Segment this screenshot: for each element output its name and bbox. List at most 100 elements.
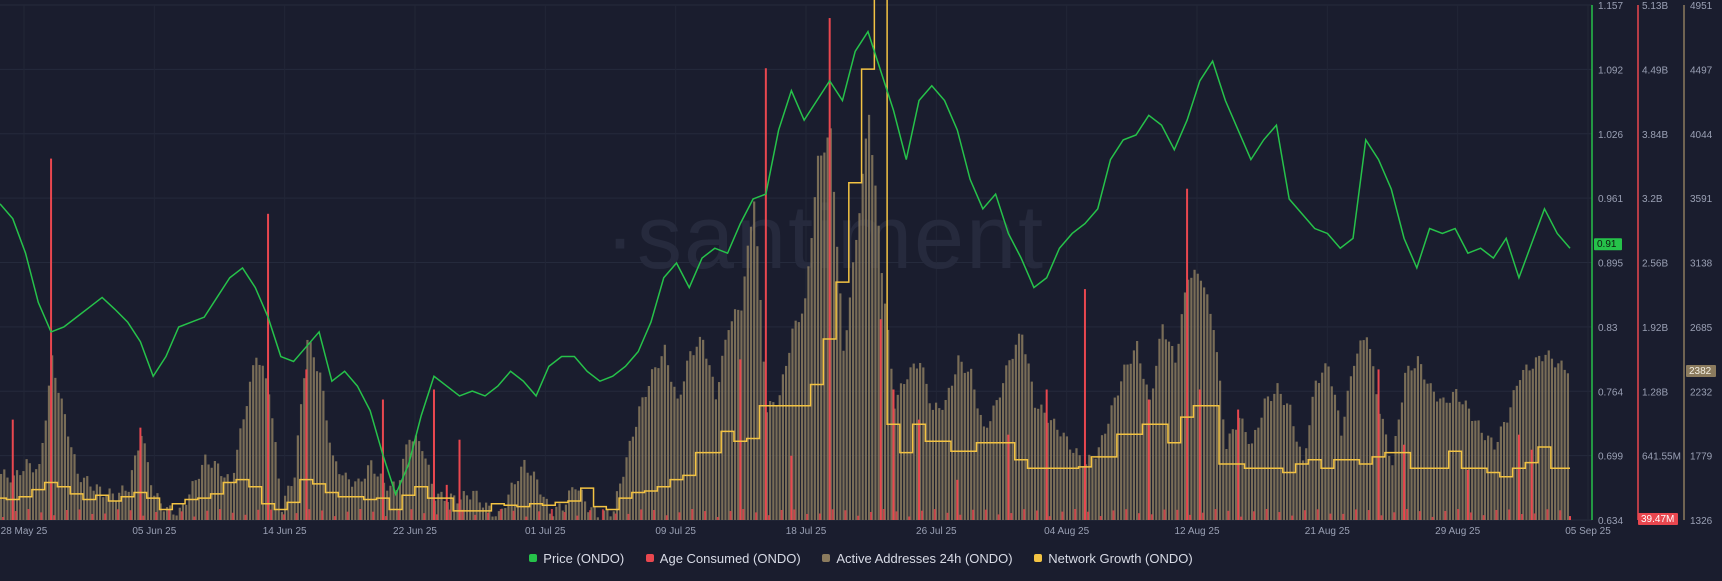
active-addresses-bar [1407,365,1410,520]
active-addresses-bar [947,387,950,520]
active-addresses-bar [708,365,711,520]
age-consumed-bar [448,509,451,520]
age-consumed-bar [908,516,911,520]
active-addresses-bar [414,435,418,520]
x-axis-tick: 26 Jul 25 [916,526,957,537]
active-addresses-bar [44,420,47,520]
active-addresses-bar [1448,402,1451,520]
active-addresses-bar [520,466,523,520]
age-consumed-bar [704,511,707,520]
active-addresses-bar [832,191,836,521]
active-addresses-bar [1273,393,1276,520]
x-axis-tick: 04 Aug 25 [1044,526,1089,537]
active-addresses-bar [1397,419,1400,520]
active-addresses-bar [954,374,957,520]
active-addresses-bar [1557,363,1560,520]
active-addresses-bar [922,367,925,520]
active-addresses-bar [650,369,654,520]
legend-item-active-addresses[interactable]: Active Addresses 24h (ONDO) [822,551,1013,566]
active-addresses-bar [1069,449,1072,520]
active-addresses-bar [1445,402,1448,520]
active-addresses-bar [970,368,973,520]
active-addresses-bar [248,381,252,520]
age-consumed-bar [1189,514,1192,520]
age-consumed-axis-tick: 641.55M [1642,452,1681,463]
active-addresses-bar [1123,364,1126,520]
active-addresses-bar [1305,448,1308,520]
active-addresses-bar [1471,421,1474,520]
active-addresses-bar [1088,454,1091,520]
active-addresses-bar [1480,432,1483,520]
legend-swatch-network-growth [1034,554,1043,562]
active-addresses-bar [494,516,497,520]
age-consumed-bar [206,510,209,520]
age-consumed-bar [270,509,273,520]
x-axis-tick: 22 Jun 25 [393,526,437,537]
active-addresses-bar [366,465,370,520]
legend-item-network-growth[interactable]: Network Growth (ONDO) [1034,551,1193,566]
active-addresses-bar [829,128,832,520]
active-addresses-bar [1171,345,1174,520]
active-addresses-bar [944,399,947,520]
age-consumed-bar [2,517,4,520]
age-consumed-bar [665,515,668,520]
active-addresses-bar [354,481,357,520]
active-addresses-bar [890,368,893,520]
active-addresses-bar [22,471,25,520]
age-consumed-bar [40,512,43,520]
legend-swatch-price [529,554,538,562]
legend-item-price[interactable]: Price (ONDO) [529,551,624,566]
active-addresses-bar [845,330,848,520]
active-addresses-bar [146,462,149,520]
age-consumed-axis-tick: 1.92B [1642,323,1668,334]
active-addresses-bar [159,503,162,520]
active-addresses-bar [644,396,647,520]
active-addresses-bar [303,378,306,520]
active-addresses-bar [733,309,737,520]
age-consumed-bar [1508,509,1511,520]
active-addresses-bar [625,457,628,520]
active-addresses-bar [1263,398,1266,520]
active-addresses-bar [1541,361,1544,520]
active-addresses-bar [555,506,558,520]
age-consumed-bar [116,509,119,520]
active-addresses-bar [1199,280,1203,520]
active-addresses-bar [692,355,695,520]
active-addresses-bar [603,510,606,520]
active-addresses-bar [491,516,494,520]
age-consumed-bar [1546,509,1549,520]
age-consumed-bar [563,512,566,520]
age-consumed-bar [1393,512,1396,520]
active-addresses-bar [1132,350,1136,520]
age-consumed-bar [1227,510,1230,520]
active-addresses-bar [976,408,979,520]
active-addresses-bar [108,488,111,520]
age-consumed-bar [640,509,643,520]
active-addresses-bar [427,464,430,520]
active-addresses-bar [1477,420,1480,520]
active-addresses-bar [1136,340,1139,520]
active-addresses-bar [430,483,433,520]
active-addresses-bar [1429,383,1432,520]
active-addresses-bar [1308,425,1311,520]
age-consumed-axis-tick: 3.84B [1642,130,1668,141]
age-consumed-bar [487,512,490,520]
active-addresses-bar [1155,365,1158,520]
active-addresses-bar [631,436,635,520]
legend-item-age-consumed[interactable]: Age Consumed (ONDO) [645,551,801,566]
active-addresses-bar [1241,418,1244,520]
active-addresses-bar [867,114,871,521]
active-addresses-bar [1244,432,1247,520]
age-consumed-bar [193,516,196,520]
active-addresses-bar [1483,440,1487,520]
age-consumed-spike [11,419,14,520]
active-addresses-bar [730,321,733,520]
age-consumed-spike [1198,389,1201,520]
age-consumed-bar [1418,511,1421,520]
active-addresses-bar [54,377,57,520]
active-addresses-bar [1212,330,1215,520]
active-addresses-bar [481,507,485,520]
active-addresses-bar [1053,418,1056,520]
active-addresses-bar [737,309,740,520]
